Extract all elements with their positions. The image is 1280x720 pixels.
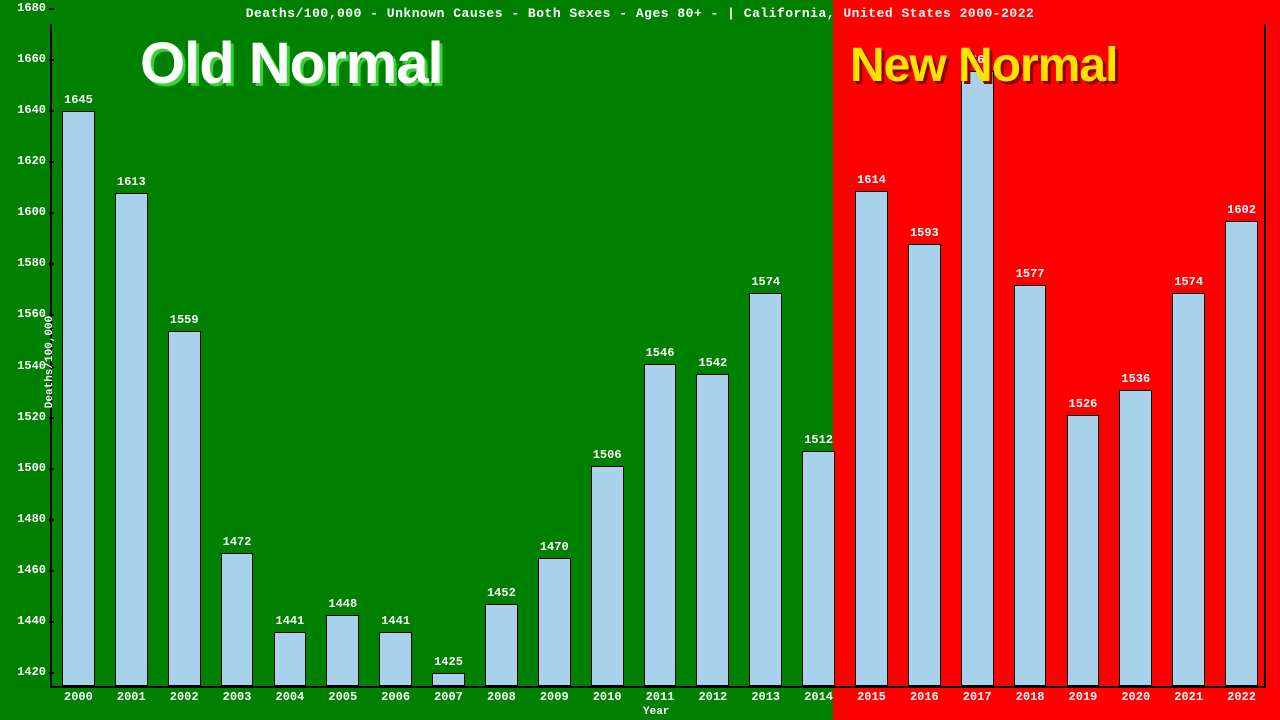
bar-value-label: 1425	[434, 655, 463, 669]
bar-value-label: 1441	[381, 614, 410, 628]
bar-value-label: 1613	[117, 175, 146, 189]
bar	[62, 111, 95, 686]
x-tick: 2006	[381, 686, 410, 704]
bar	[1172, 293, 1205, 686]
bar-value-label: 1602	[1227, 203, 1256, 217]
x-tick: 2000	[64, 686, 93, 704]
bar	[326, 615, 359, 687]
bar	[1067, 415, 1100, 686]
y-tick: 1580	[17, 256, 52, 270]
bar-value-label: 1536	[1121, 372, 1150, 386]
bar-value-label: 1512	[804, 433, 833, 447]
x-tick: 2016	[910, 686, 939, 704]
bar	[1014, 285, 1047, 686]
bar	[749, 293, 782, 686]
y-tick: 1620	[17, 154, 52, 168]
x-tick: 2018	[1016, 686, 1045, 704]
bar-value-label: 1526	[1069, 397, 1098, 411]
x-tick: 2013	[751, 686, 780, 704]
y-tick: 1600	[17, 205, 52, 219]
bar-value-label: 1546	[646, 346, 675, 360]
x-tick: 2022	[1227, 686, 1256, 704]
bar	[855, 191, 888, 686]
x-tick: 2010	[593, 686, 622, 704]
bar	[115, 193, 148, 686]
bar-value-label: 1506	[593, 448, 622, 462]
bar-value-label: 1470	[540, 540, 569, 554]
bar-value-label: 1574	[751, 275, 780, 289]
x-tick: 2021	[1174, 686, 1203, 704]
y-tick: 1440	[17, 614, 52, 628]
bar	[379, 632, 412, 686]
bar	[432, 673, 465, 686]
bar	[221, 553, 254, 686]
bar-value-label: 1452	[487, 586, 516, 600]
bar	[961, 71, 994, 686]
bar	[696, 374, 729, 686]
bar-value-label: 1574	[1174, 275, 1203, 289]
bar-value-label: 1559	[170, 313, 199, 327]
bar	[1119, 390, 1152, 686]
bar	[538, 558, 571, 686]
chart-root: Deaths/100,000 - Unknown Causes - Both S…	[0, 0, 1280, 720]
x-tick: 2007	[434, 686, 463, 704]
plot-area: 1420144014601480150015201540156015801600…	[50, 24, 1266, 688]
x-tick: 2017	[963, 686, 992, 704]
bar	[802, 451, 835, 686]
bar	[485, 604, 518, 686]
x-tick: 2012	[698, 686, 727, 704]
x-tick: 2005	[328, 686, 357, 704]
y-tick: 1480	[17, 512, 52, 526]
x-tick: 2009	[540, 686, 569, 704]
y-axis-label: Deaths/100,000	[44, 316, 56, 408]
x-tick: 2002	[170, 686, 199, 704]
bar-value-label: 1593	[910, 226, 939, 240]
bar-value-label: 1577	[1016, 267, 1045, 281]
x-tick: 2020	[1121, 686, 1150, 704]
bar	[1225, 221, 1258, 686]
x-tick: 2003	[223, 686, 252, 704]
x-tick: 2011	[646, 686, 675, 704]
bar-value-label: 1614	[857, 173, 886, 187]
bar	[274, 632, 307, 686]
x-axis-label: Year	[643, 706, 669, 718]
y-tick: 1460	[17, 563, 52, 577]
y-tick: 1500	[17, 461, 52, 475]
x-tick: 2008	[487, 686, 516, 704]
bar-value-label: 1645	[64, 93, 93, 107]
bar	[644, 364, 677, 686]
y-tick: 1420	[17, 665, 52, 679]
bar-value-label: 1472	[223, 535, 252, 549]
bar-value-label: 1441	[276, 614, 305, 628]
bar	[168, 331, 201, 686]
x-tick: 2019	[1069, 686, 1098, 704]
x-tick: 2015	[857, 686, 886, 704]
chart-title: Deaths/100,000 - Unknown Causes - Both S…	[0, 6, 1280, 21]
bar-value-label: 1448	[328, 597, 357, 611]
annotation-old-normal: Old Normal	[140, 30, 443, 97]
x-tick: 2004	[276, 686, 305, 704]
x-tick: 2014	[804, 686, 833, 704]
bar-value-label: 1542	[698, 356, 727, 370]
bar	[591, 466, 624, 686]
y-tick: 1660	[17, 52, 52, 66]
y-tick: 1520	[17, 410, 52, 424]
y-tick: 1640	[17, 103, 52, 117]
x-tick: 2001	[117, 686, 146, 704]
bar	[908, 244, 941, 686]
annotation-new-normal: New Normal	[850, 38, 1117, 93]
